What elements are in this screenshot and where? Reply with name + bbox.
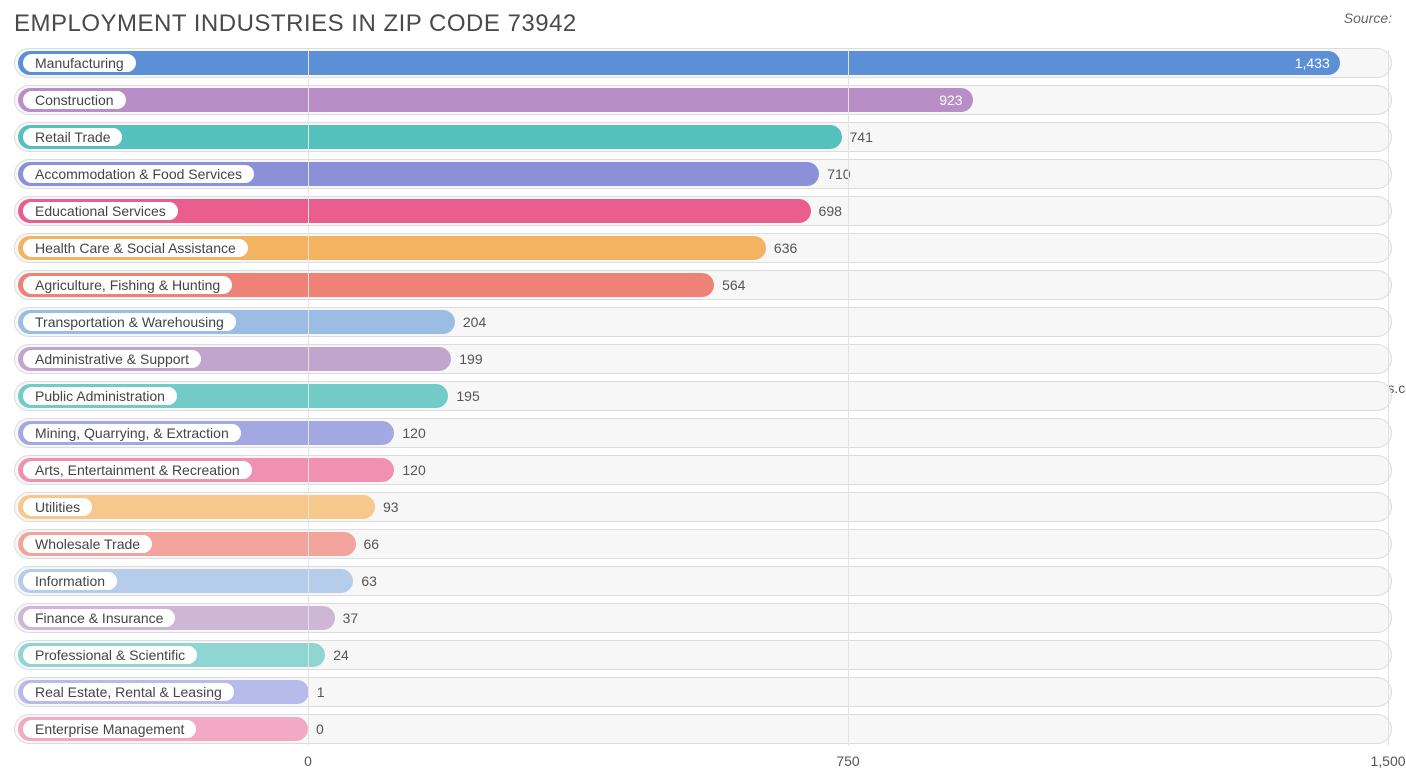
- gridline: [848, 50, 849, 746]
- bar-row: Educational Services 698: [14, 196, 1392, 226]
- bar-label-pill: Administrative & Support: [22, 349, 202, 369]
- bar-value: 698: [819, 196, 842, 226]
- bar-fill: [18, 51, 1340, 75]
- bar-fill: [18, 125, 842, 149]
- chart-container: EMPLOYMENT INDUSTRIES IN ZIP CODE 73942 …: [0, 0, 1406, 776]
- bar-label-pill: Manufacturing: [22, 53, 137, 73]
- bar-row: Wholesale Trade 66: [14, 529, 1392, 559]
- bar-label-pill: Transportation & Warehousing: [22, 312, 237, 332]
- bar-label-pill: Educational Services: [22, 201, 179, 221]
- bar-label-pill: Public Administration: [22, 386, 178, 406]
- bar-row: Mining, Quarrying, & Extraction 120: [14, 418, 1392, 448]
- bar-row: Utilities 93: [14, 492, 1392, 522]
- bar-row: Finance & Insurance 37: [14, 603, 1392, 633]
- bar-fill: [18, 88, 973, 112]
- bar-label-pill: Wholesale Trade: [22, 534, 153, 554]
- bar-value: 120: [402, 455, 425, 485]
- bar-label-pill: Agriculture, Fishing & Hunting: [22, 275, 233, 295]
- source: Source: ZipAtlas.com: [1344, 10, 1392, 26]
- axis-tick: 750: [836, 753, 859, 769]
- bar-label-pill: Finance & Insurance: [22, 608, 176, 628]
- gridline: [308, 50, 309, 746]
- bar-label-pill: Accommodation & Food Services: [22, 164, 255, 184]
- bar-value: 564: [722, 270, 745, 300]
- bar-row: Health Care & Social Assistance 636: [14, 233, 1392, 263]
- bar-label-pill: Enterprise Management: [22, 719, 197, 739]
- bar-row: Transportation & Warehousing 204: [14, 307, 1392, 337]
- bar-chart: Manufacturing 1,433 Construction 923 Retail …: [14, 48, 1392, 744]
- bar-value: 923: [939, 85, 962, 115]
- axis-tick: 0: [304, 753, 312, 769]
- bar-label-pill: Retail Trade: [22, 127, 123, 147]
- bar-value: 1,433: [1295, 48, 1330, 78]
- bar-value: 741: [850, 122, 873, 152]
- bar-value: 204: [463, 307, 486, 337]
- bar-row: Retail Trade 741: [14, 122, 1392, 152]
- axis-tick: 1,500: [1370, 753, 1405, 769]
- chart-title: EMPLOYMENT INDUSTRIES IN ZIP CODE 73942: [14, 10, 577, 38]
- bar-value: 120: [402, 418, 425, 448]
- bar-value: 93: [383, 492, 399, 522]
- bar-label-pill: Information: [22, 571, 118, 591]
- bar-value: 24: [333, 640, 349, 670]
- bar-label-pill: Real Estate, Rental & Leasing: [22, 682, 235, 702]
- bar-value: 0: [316, 714, 324, 744]
- bar-row: Enterprise Management 0: [14, 714, 1392, 744]
- bar-label-pill: Arts, Entertainment & Recreation: [22, 460, 253, 480]
- bar-value: 199: [459, 344, 482, 374]
- bar-label-pill: Construction: [22, 90, 127, 110]
- bar-value: 195: [456, 381, 479, 411]
- bar-row: Public Administration 195: [14, 381, 1392, 411]
- bar-row: Professional & Scientific 24: [14, 640, 1392, 670]
- bar-value: 636: [774, 233, 797, 263]
- bar-row: Manufacturing 1,433: [14, 48, 1392, 78]
- bar-row: Real Estate, Rental & Leasing 1: [14, 677, 1392, 707]
- bar-row: Accommodation & Food Services710: [14, 159, 1392, 189]
- bar-row: Construction 923: [14, 85, 1392, 115]
- bar-value: 63: [361, 566, 377, 596]
- bar-row: Information 63: [14, 566, 1392, 596]
- bar-row: Agriculture, Fishing & Hunting 564: [14, 270, 1392, 300]
- bar-row: Arts, Entertainment & Recreation 120: [14, 455, 1392, 485]
- bar-row: Administrative & Support 199: [14, 344, 1392, 374]
- bar-label-pill: Utilities: [22, 497, 93, 517]
- bar-label-pill: Professional & Scientific: [22, 645, 198, 665]
- x-axis: 07501,500: [14, 751, 1392, 775]
- bar-value: 66: [364, 529, 380, 559]
- bar-label-pill: Health Care & Social Assistance: [22, 238, 249, 258]
- gridline: [1388, 50, 1389, 746]
- bar-value: 37: [343, 603, 359, 633]
- bar-value: 1: [317, 677, 325, 707]
- bar-label-pill: Mining, Quarrying, & Extraction: [22, 423, 242, 443]
- header: EMPLOYMENT INDUSTRIES IN ZIP CODE 73942 …: [14, 10, 1392, 38]
